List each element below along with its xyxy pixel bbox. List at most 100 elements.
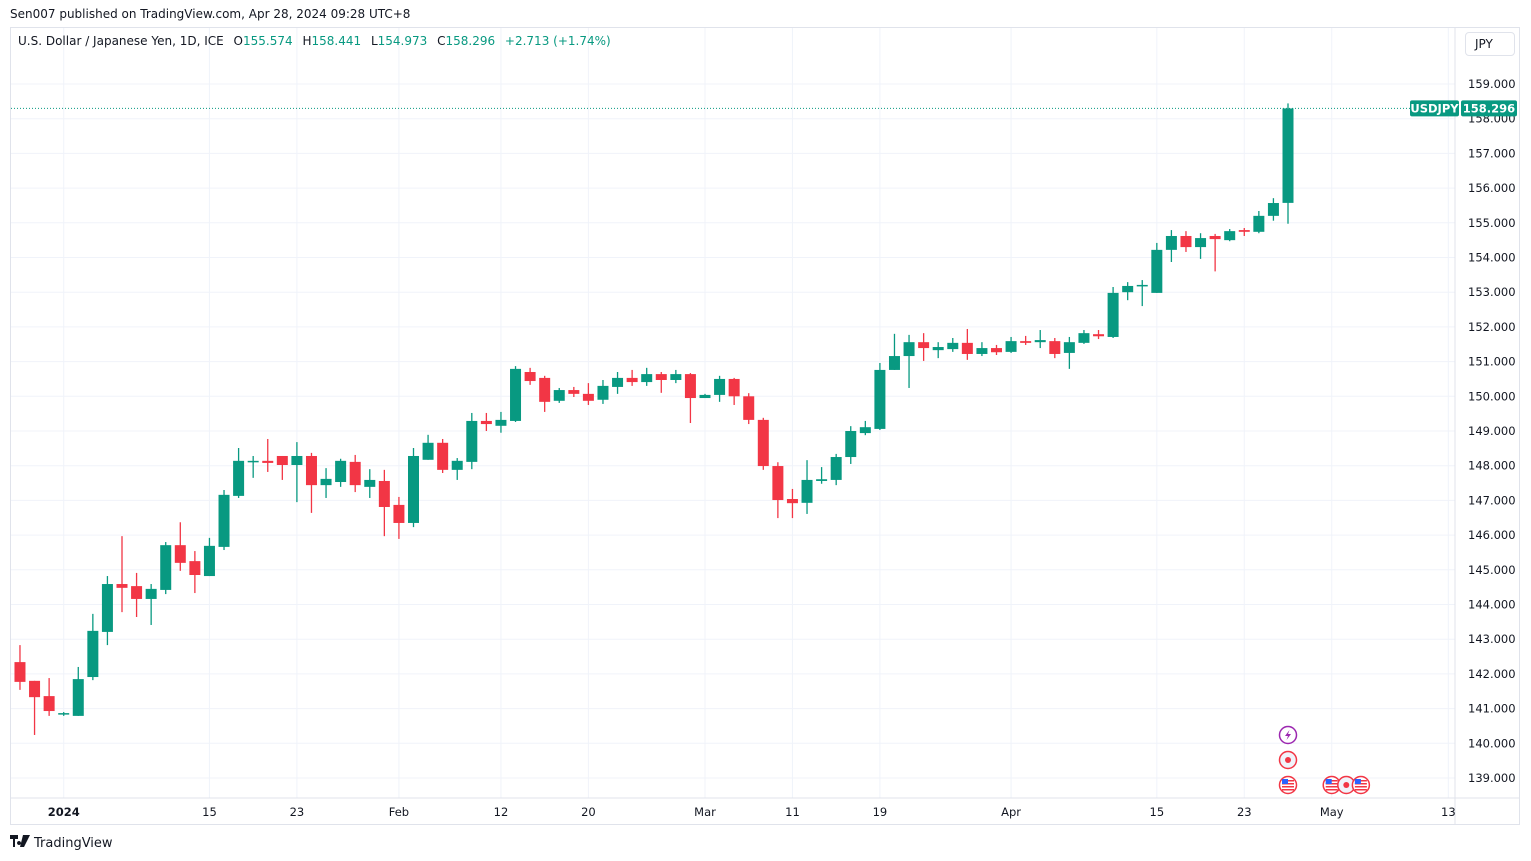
candle-body <box>830 457 842 480</box>
candle-body <box>480 420 492 425</box>
candle-body <box>335 460 347 483</box>
flag-canton <box>1325 779 1332 784</box>
candle <box>466 412 478 470</box>
candle <box>553 387 565 403</box>
candle <box>859 420 871 436</box>
candle <box>1049 338 1061 359</box>
flag-stripe <box>1354 786 1367 788</box>
candle <box>1020 335 1032 345</box>
candle-body <box>772 466 784 501</box>
flag-canton <box>1282 779 1288 784</box>
candle-body <box>655 374 667 380</box>
candle <box>233 448 245 498</box>
candle-body <box>903 342 915 357</box>
candle <box>378 469 390 537</box>
candle-body <box>582 393 594 401</box>
price-tick-label: 143.000 <box>1468 632 1516 646</box>
candle <box>655 372 667 393</box>
candle <box>393 496 405 539</box>
price-tick-label: 148.000 <box>1468 459 1516 473</box>
candle-body <box>1136 284 1148 287</box>
candle-body <box>437 442 449 470</box>
us-flag-icon[interactable] <box>1278 775 1298 795</box>
price-tick-label: 147.000 <box>1468 493 1516 507</box>
candle <box>874 362 886 430</box>
events <box>1278 725 1371 795</box>
open-value: 155.574 <box>243 34 293 48</box>
candle-body <box>262 460 274 463</box>
close-label: C <box>437 34 446 48</box>
close-value: 158.296 <box>445 34 496 48</box>
symbol-badge-bg <box>1410 100 1459 117</box>
candle <box>1005 336 1017 353</box>
candle <box>1180 231 1192 252</box>
candle <box>43 678 55 716</box>
earnings-lightning-icon[interactable] <box>1278 725 1298 745</box>
candle <box>801 460 813 514</box>
candle <box>160 542 172 595</box>
tradingview-brand[interactable]: TradingView <box>10 835 113 851</box>
candle <box>1093 330 1105 340</box>
candle <box>291 442 303 503</box>
dot-glyph <box>1343 782 1350 788</box>
low-label: L <box>370 34 378 48</box>
flag-canton <box>1354 779 1361 784</box>
candle-body <box>72 679 84 716</box>
price-badge: 158.296 <box>1463 101 1515 115</box>
candle-body <box>1078 333 1090 343</box>
candle <box>918 333 930 361</box>
open-label: O <box>233 34 243 48</box>
candle-body <box>1282 108 1294 203</box>
candle <box>757 417 769 470</box>
candle-body <box>626 377 638 383</box>
price-tick-label: 145.000 <box>1468 563 1516 577</box>
candle <box>714 375 726 402</box>
candle <box>1253 211 1265 234</box>
candle <box>174 522 186 571</box>
candle <box>772 462 784 519</box>
candle-body <box>874 369 886 429</box>
candle <box>582 383 594 405</box>
candle-body <box>378 480 390 507</box>
publisher-line: Sen007 published on TradingView.com, Apr… <box>10 7 411 21</box>
time-tick-label: 12 <box>494 805 509 819</box>
chart-frame <box>10 27 1520 825</box>
candle <box>641 367 653 386</box>
candle-body <box>174 545 186 563</box>
candle <box>1078 330 1090 344</box>
time-tick-label: 23 <box>1237 805 1252 819</box>
candle-body <box>743 396 755 420</box>
currency-button[interactable]: JPY <box>1465 32 1515 56</box>
time-tick-label: 15 <box>1150 805 1165 819</box>
candle-body <box>408 455 419 523</box>
us-flag-icon[interactable] <box>1351 775 1371 795</box>
time-tick-label: 2024 <box>48 805 80 819</box>
candle-body <box>1195 238 1207 248</box>
candle-body <box>29 680 41 698</box>
candle-body <box>670 374 682 380</box>
candle <box>364 469 376 498</box>
candle-body <box>43 696 55 712</box>
us-flag-icon[interactable] <box>1322 775 1341 795</box>
time-axis[interactable]: 2024 15 23 Feb 12 20 Mar 11 19 Apr 15 23 May 13 <box>48 805 1456 819</box>
candle <box>830 453 842 486</box>
candle-body <box>495 419 507 426</box>
candle-body <box>364 479 376 487</box>
price-tick-label: 140.000 <box>1468 736 1516 750</box>
dividend-dot-icon[interactable] <box>1278 750 1298 770</box>
price-axis[interactable]: 139.000 140.000 141.000 142.000 143.000 144.0… <box>1468 77 1516 785</box>
candle <box>728 377 740 405</box>
candle-body <box>393 504 405 523</box>
candle <box>670 369 682 384</box>
candle <box>29 680 41 735</box>
candle-body <box>145 588 157 599</box>
candle <box>888 333 900 370</box>
candle-body <box>757 419 769 467</box>
time-tick-label: 19 <box>873 805 888 819</box>
price-tick-label: 141.000 <box>1468 702 1516 716</box>
candle-body <box>1238 230 1250 232</box>
symbol-badge: USDJPY <box>1410 101 1459 115</box>
symbol-description[interactable]: U.S. Dollar / Japanese Yen, 1D, ICE <box>18 34 224 48</box>
candle-body <box>1005 341 1017 352</box>
